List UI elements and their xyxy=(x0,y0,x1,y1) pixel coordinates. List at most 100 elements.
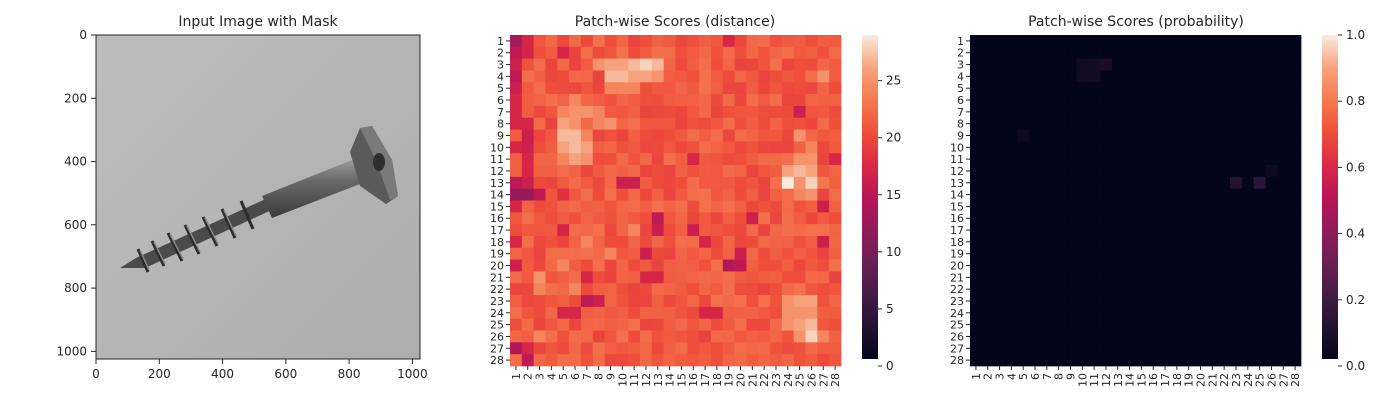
heatmap-cell xyxy=(746,129,759,142)
x-tick-label: 27 xyxy=(1277,373,1290,387)
heatmap-cell xyxy=(521,235,534,249)
heatmap-cell xyxy=(770,235,783,249)
heatmap-cell xyxy=(1135,58,1148,71)
input-image-y-ticks: 0 200 400 600 800 1000 xyxy=(56,28,96,358)
heatmap-cell xyxy=(770,82,783,95)
heatmap-cell xyxy=(1289,58,1302,71)
heatmap-cell xyxy=(569,330,582,343)
heatmap-cell xyxy=(793,141,806,154)
heatmap-cell xyxy=(640,94,653,107)
x-tick-label: 13 xyxy=(652,373,665,387)
heatmap-cell xyxy=(1052,224,1065,237)
heatmap-cell xyxy=(687,176,700,190)
colorbar-tick-label: 1.0 xyxy=(1346,28,1365,42)
heatmap-cell xyxy=(1052,354,1065,367)
heatmap-cell xyxy=(829,105,842,119)
heatmap-cell xyxy=(1088,295,1101,308)
heatmap-cell xyxy=(628,235,641,249)
heatmap-cell xyxy=(557,94,570,107)
colorbar-tick-label: 0.2 xyxy=(1346,293,1365,307)
heatmap-cell xyxy=(1253,330,1266,343)
heatmap-cell xyxy=(710,318,724,331)
x-tick-label: 12 xyxy=(1100,373,1113,387)
x-tick-label: 1 xyxy=(970,373,983,380)
y-tick-label: 3 xyxy=(497,59,504,72)
x-tick-label: 24 xyxy=(782,373,795,387)
heatmap-cell xyxy=(616,188,629,201)
heatmap-cell xyxy=(1123,141,1136,154)
heatmap-cell xyxy=(651,283,665,296)
heatmap-cell xyxy=(1277,94,1290,107)
heatmap-cell xyxy=(1170,82,1184,95)
heatmap-cell xyxy=(1147,283,1160,296)
heatmap-cell xyxy=(663,153,676,166)
heatmap-cell xyxy=(604,105,617,119)
heatmap-cell xyxy=(510,58,523,71)
heatmap-cell xyxy=(1182,58,1195,71)
heatmap-cell xyxy=(1253,295,1266,308)
heatmap-cell xyxy=(687,342,700,355)
x-tick-label: 10 xyxy=(616,373,629,387)
heatmap-cell xyxy=(533,354,546,367)
heatmap-cell xyxy=(1100,58,1113,71)
heatmap-cell xyxy=(592,94,605,107)
x-tick-label: 6 xyxy=(569,373,582,380)
heatmap-cell xyxy=(758,35,771,48)
heatmap-cell xyxy=(781,306,795,320)
heatmap-cell xyxy=(569,318,582,331)
heatmap-cell xyxy=(510,235,523,249)
heatmap-cell xyxy=(1052,46,1065,59)
heatmap-cell xyxy=(1017,70,1030,83)
heatmap-cell xyxy=(758,58,771,71)
heatmap-cell xyxy=(1159,330,1172,343)
heatmap-cell xyxy=(1277,247,1290,260)
heatmap-cell xyxy=(1088,259,1101,272)
heatmap-cell xyxy=(521,200,534,213)
heatmap-cell xyxy=(770,58,783,71)
heatmap-cell xyxy=(1040,153,1054,166)
heatmap-cell xyxy=(805,165,818,178)
heatmap-cell xyxy=(1182,330,1195,343)
heatmap-cell xyxy=(1159,35,1172,48)
heatmap-cell xyxy=(1029,188,1042,201)
heatmap-cell xyxy=(640,153,653,166)
heatmap-cell xyxy=(1040,295,1054,308)
heatmap-cell xyxy=(710,295,724,308)
heatmap-cell xyxy=(758,165,771,178)
heatmap-cell xyxy=(1088,224,1101,237)
heatmap-cell xyxy=(687,224,700,237)
x-tick-label: 400 xyxy=(211,367,234,381)
heatmap-cell xyxy=(1159,165,1172,178)
colorbar-tick-label: 20 xyxy=(886,131,901,145)
heatmap-cell xyxy=(1076,224,1089,237)
heatmap-cell xyxy=(1123,176,1136,190)
heatmap-cell xyxy=(1194,153,1207,166)
heatmap-cell xyxy=(829,117,842,130)
heatmap-cell xyxy=(817,354,830,367)
heatmap-cell xyxy=(510,188,523,201)
heatmap-cell xyxy=(781,354,795,367)
heatmap-cell xyxy=(722,165,735,178)
heatmap-cell xyxy=(1277,271,1290,284)
heatmap-cell xyxy=(1265,306,1278,320)
heatmap-cell xyxy=(663,117,676,130)
heatmap-cell xyxy=(829,70,842,83)
heatmap-cell xyxy=(1218,129,1231,142)
heatmap-cell xyxy=(722,224,735,237)
x-tick-label: 11 xyxy=(1088,373,1101,387)
heatmap-cell xyxy=(569,247,582,260)
probability-heatmap-title: Patch-wise Scores (probability) xyxy=(1028,14,1244,30)
heatmap-cell xyxy=(1265,58,1278,71)
heatmap-cell xyxy=(722,35,735,48)
heatmap-cell xyxy=(1147,153,1160,166)
heatmap-cell xyxy=(1182,188,1195,201)
heatmap-cell xyxy=(699,306,712,320)
heatmap-cell xyxy=(770,70,783,83)
heatmap-cell xyxy=(592,318,605,331)
heatmap-cell xyxy=(592,283,605,296)
heatmap-cell xyxy=(521,176,534,190)
heatmap-cell xyxy=(640,330,653,343)
input-image-frame xyxy=(95,34,421,360)
heatmap-cell xyxy=(1241,129,1255,142)
heatmap-cell xyxy=(1182,165,1195,178)
